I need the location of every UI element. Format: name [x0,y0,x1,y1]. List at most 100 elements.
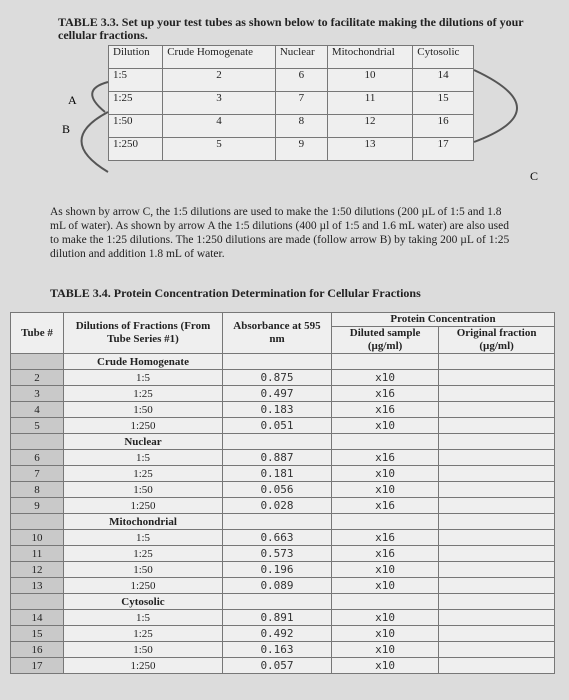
row: 1:5 2 6 10 14 [107,68,474,92]
cell [330,513,440,530]
header-cell: Dilution [107,45,164,69]
cell [438,417,555,434]
cell [222,513,332,530]
row: 1:50 4 8 12 16 [107,114,474,138]
header-cell: Nuclear [274,45,328,69]
absorbance: 0.089 [222,577,332,594]
tube-number: 4 [10,401,64,418]
arrow-label: B [62,122,70,136]
header-cell: Crude Homogenate [162,45,276,69]
absorbance: 0.181 [222,465,332,482]
absorbance: 0.573 [222,545,332,562]
cell: 4 [162,114,276,138]
row: 11 1:25 0.573 x16 [10,545,555,562]
tube-number: 13 [10,577,64,594]
arrow-label: C [530,169,538,183]
cell [438,529,555,546]
diluted-sample: x16 [330,385,440,402]
tube-number: 14 [10,609,64,626]
diluted-sample: x16 [330,529,440,546]
tube-number: 17 [10,657,64,674]
diluted-sample: x10 [330,641,440,658]
cell [330,353,440,370]
cell [438,625,555,642]
cell: 12 [326,114,414,138]
cell [438,513,555,530]
dilution: 1:250 [63,577,223,594]
row: 9 1:250 0.028 x16 [10,497,555,514]
diluted-sample: x10 [330,417,440,434]
cell [438,369,555,386]
cell [330,433,440,450]
row: 12 1:50 0.196 x10 [10,561,555,578]
header-cell: Mitochondrial [326,45,414,69]
diluted-sample: x10 [330,369,440,386]
paragraph: As shown by arrow C, the 1:5 dilutions a… [50,206,510,260]
arrow-a [91,81,109,113]
row: 1:250 5 9 13 17 [107,137,474,161]
tube-number: 7 [10,465,64,482]
table-title: TABLE 3.3. Set up your test tubes as sho… [58,15,524,42]
tube-number: 6 [10,449,64,466]
absorbance: 0.492 [222,625,332,642]
cell [438,593,555,610]
header-cell: Original fraction (µg/ml) [438,326,555,354]
cell: 3 [162,91,276,115]
row: 16 1:50 0.163 x10 [10,641,555,658]
diluted-sample: x16 [330,449,440,466]
header-cell: Protein Concentration [331,312,555,327]
dilution-table: Dilution Crude Homogenate Nuclear Mitochond… [107,45,474,161]
arrow-b [80,111,109,173]
diluted-sample: x10 [330,625,440,642]
cell [10,433,64,450]
group-name: Crude Homogenate [63,353,223,370]
absorbance: 0.875 [222,369,332,386]
cell [438,545,555,562]
header-row: Dilution Crude Homogenate Nuclear Mitochond… [107,45,474,69]
group-row: Crude Homogenate [10,353,555,370]
row: 1:25 3 7 11 15 [107,91,474,115]
cell: 14 [412,68,474,92]
cell [10,353,64,370]
cell [438,497,555,514]
row: 8 1:50 0.056 x10 [10,481,555,498]
cell [438,561,555,578]
tube-number: 10 [10,529,64,546]
diluted-sample: x16 [330,545,440,562]
row: 3 1:25 0.497 x16 [10,385,555,402]
header-cell: Diluted sample (µg/ml) [330,326,440,354]
cell [222,353,332,370]
absorbance: 0.887 [222,449,332,466]
group-name: Mitochondrial [63,513,223,530]
arrow-label: A [68,93,77,107]
row: 2 1:5 0.875 x10 [10,369,555,386]
header-row: Diluted sample (µg/ml) Original fraction … [11,326,555,354]
cell [438,641,555,658]
row: 15 1:25 0.492 x10 [10,625,555,642]
row: 6 1:5 0.887 x16 [10,449,555,466]
row: 14 1:5 0.891 x10 [10,609,555,626]
cell [438,657,555,674]
absorbance: 0.196 [222,561,332,578]
tube-number: 3 [10,385,64,402]
cell [438,577,555,594]
dilution: 1:25 [63,385,223,402]
dilution: 1:5 [63,369,223,386]
dilution: 1:5 [63,449,223,466]
group-name: Cytosolic [63,593,223,610]
cell [10,513,64,530]
absorbance: 0.056 [222,481,332,498]
dilution: 1:25 [63,625,223,642]
cell [438,465,555,482]
cell [438,385,555,402]
group-row: Mitochondrial [10,513,555,530]
absorbance: 0.057 [222,657,332,674]
dilution: 1:50 [63,561,223,578]
absorbance: 0.497 [222,385,332,402]
tube-number: 12 [10,561,64,578]
cell: 1:5 [107,68,164,92]
dilution: 1:250 [63,417,223,434]
cell [330,593,440,610]
dilution: 1:250 [63,497,223,514]
cell [438,401,555,418]
